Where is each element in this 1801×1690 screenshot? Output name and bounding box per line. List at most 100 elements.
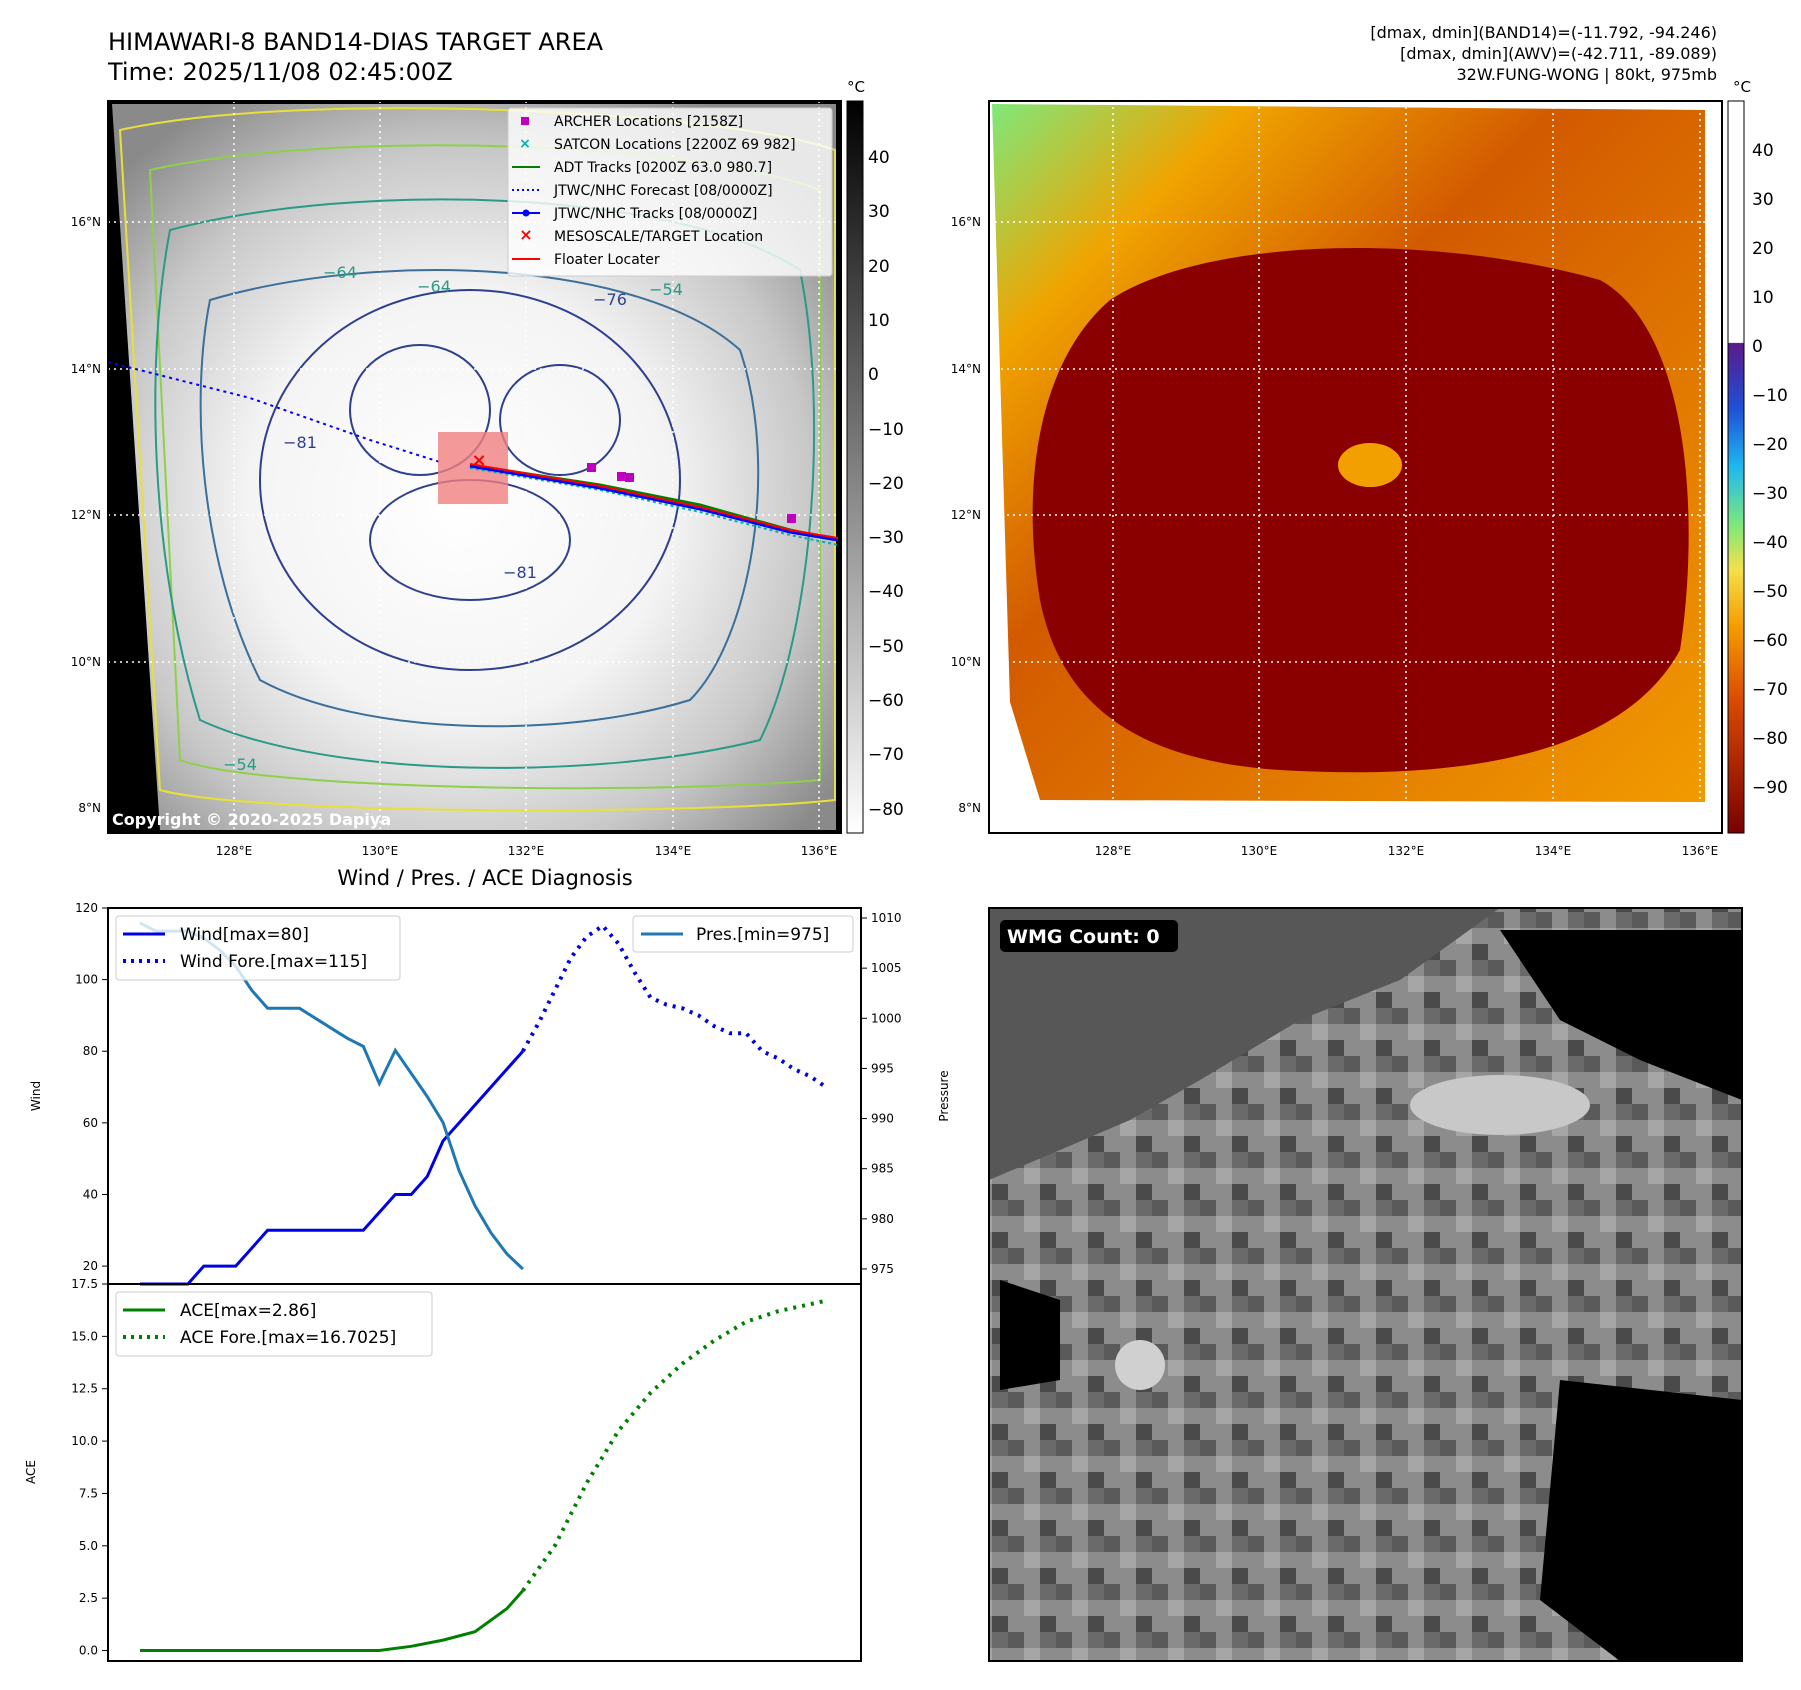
wmg-badge: WMG Count: 0 <box>1007 926 1160 948</box>
wind-legend-label: Wind[max=80] <box>180 925 309 945</box>
jtwc-track <box>469 464 839 542</box>
ir-legend: ARCHER Locations [2158Z] × SATCON Locati… <box>507 107 833 277</box>
pressure-tick-label: 1000 <box>871 1011 902 1025</box>
stats-band14: [dmax, dmin](BAND14)=(-11.792, -94.246) <box>1370 23 1717 42</box>
ir-colorbar-ticks: 40 30 20 10 0 −10 −20 −30 −40 −50 −60 −7… <box>868 148 904 820</box>
archer-marker <box>587 463 596 472</box>
contour-label: −81 <box>283 433 317 452</box>
wind-tick-label: 60 <box>83 1116 98 1130</box>
contour-label: −54 <box>649 280 683 299</box>
archer-marker <box>625 473 634 482</box>
legend-satcon-swatch: × <box>519 136 531 152</box>
legend-archer-label: ARCHER Locations [2158Z] <box>554 114 743 130</box>
ir-frame <box>107 100 842 834</box>
awv-colorbar-ticks: 40 30 20 10 0 −10 −20 −30 −40 −50 −60 −7… <box>1752 141 1788 798</box>
lon-label: 134°E <box>655 844 692 858</box>
wind-tick-label: 80 <box>83 1044 98 1058</box>
lon-label: 132°E <box>1388 844 1425 858</box>
lat-label: 16°N <box>951 215 981 229</box>
wind-tick-label: 120 <box>75 901 98 915</box>
lon-label: 128°E <box>1095 844 1132 858</box>
wind-forecast-legend-label: Wind Fore.[max=115] <box>180 952 367 972</box>
wmg-warm-spot <box>1410 1075 1590 1135</box>
awv-gridlines <box>989 101 1722 833</box>
colorbar-tick: 30 <box>1752 190 1774 210</box>
colorbar-tick: −60 <box>868 691 904 711</box>
colorbar-tick: −80 <box>1752 729 1788 749</box>
colorbar-tick: −30 <box>868 528 904 548</box>
legend-floater-label: Floater Locater <box>554 252 660 268</box>
ace-tick-label: 12.5 <box>71 1382 98 1396</box>
diagnosis-panel: Wind / Pres. / ACE Diagnosis Wind Pressu… <box>24 866 951 1662</box>
wind-chart: Wind Pressure 120 100 80 60 40 20 1010 1005 100… <box>29 901 951 1286</box>
awv-cold-region <box>1032 247 1689 773</box>
ir-lon-labels: 128°E 130°E 132°E 134°E 136°E <box>216 844 838 858</box>
wind-legend-box <box>115 915 401 981</box>
pressure-ylabel: Pressure <box>937 1070 951 1121</box>
lat-label: 12°N <box>951 508 981 522</box>
ir-lat-labels: 16°N 14°N 12°N 10°N 8°N <box>71 215 101 815</box>
colorbar-tick: −10 <box>1752 386 1788 406</box>
colorbar-tick: −40 <box>1752 533 1788 553</box>
pressure-tick-label: 995 <box>871 1061 894 1075</box>
ace-y-ticks: 17.5 15.0 12.5 10.0 7.5 5.0 2.5 0.0 <box>71 1277 108 1658</box>
wind-tick-label: 100 <box>75 973 98 987</box>
colorbar-tick: −70 <box>868 745 904 765</box>
wmg-badge-bg <box>1000 920 1178 952</box>
legend-target-label: MESOSCALE/TARGET Location <box>554 229 763 245</box>
colorbar-tick: −80 <box>868 800 904 820</box>
series-wind-fore-max <box>521 923 828 1089</box>
lat-label: 16°N <box>71 215 101 229</box>
ace-tick-label: 2.5 <box>79 1591 98 1605</box>
satcon-track <box>469 467 839 546</box>
series-ace-forecast <box>521 1298 827 1592</box>
colorbar-tick: 30 <box>868 202 890 222</box>
awv-eye-feature <box>1338 443 1402 487</box>
pressure-y-ticks: 1010 1005 1000 995 990 985 980 975 <box>861 911 902 1276</box>
lon-label: 136°E <box>1682 844 1719 858</box>
diagnosis-title: Wind / Pres. / ACE Diagnosis <box>337 866 632 890</box>
lat-label: 12°N <box>71 508 101 522</box>
target-marker: × <box>471 450 486 471</box>
ir-colorbar <box>846 100 864 834</box>
colorbar-tick: 0 <box>868 365 879 385</box>
ace-tick-label: 15.0 <box>71 1329 98 1343</box>
wmg-cold-region <box>1500 930 1742 1100</box>
archer-marker <box>617 472 626 481</box>
legend-box <box>507 107 833 277</box>
ace-series-group <box>140 1298 827 1652</box>
pressure-tick-label: 980 <box>871 1212 894 1226</box>
pres-legend-box <box>632 915 854 953</box>
series-wind-max <box>140 1050 525 1286</box>
ace-ylabel: ACE <box>24 1460 38 1484</box>
colorbar-tick: 20 <box>1752 239 1774 259</box>
pressure-tick-label: 1010 <box>871 911 902 925</box>
awv-colorbar-unit: °C <box>1733 78 1751 96</box>
lat-label: 8°N <box>78 801 101 815</box>
ace-legend: ACE[max=2.86] ACE Fore.[max=16.7025] <box>115 1291 433 1357</box>
figure-title: HIMAWARI-8 BAND14-DIAS TARGET AREA <box>108 28 604 56</box>
figure-time: Time: 2025/11/08 02:45:00Z <box>107 58 453 86</box>
copyright-text: Copyright © 2020-2025 Dapiya <box>112 810 391 829</box>
colorbar-tick: 10 <box>1752 288 1774 308</box>
pressure-tick-label: 1005 <box>871 961 902 975</box>
pressure-tick-label: 975 <box>871 1262 894 1276</box>
contour-label: −76 <box>593 290 627 309</box>
colorbar-tick: 20 <box>868 257 890 277</box>
wmg-cold-region <box>1540 1380 1742 1661</box>
legend-forecast-label: JTWC/NHC Forecast [08/0000Z] <box>553 183 773 199</box>
ace-legend-box <box>115 1291 433 1357</box>
stats-awv: [dmax, dmin](AWV)=(-42.711, -89.089) <box>1400 44 1717 63</box>
lat-label: 14°N <box>71 362 101 376</box>
colorbar-tick: −20 <box>1752 435 1788 455</box>
lon-label: 130°E <box>1241 844 1278 858</box>
colorbar-tick: −40 <box>868 582 904 602</box>
colorbar-tick: −60 <box>1752 631 1788 651</box>
colorbar-tick: 0 <box>1752 337 1763 357</box>
colorbar-tick: −20 <box>868 474 904 494</box>
ace-forecast-legend-label: ACE Fore.[max=16.7025] <box>180 1328 396 1348</box>
contour-label: −54 <box>223 755 257 774</box>
lon-label: 136°E <box>801 844 838 858</box>
wind-legend: Wind[max=80] Wind Fore.[max=115] Pres.[m… <box>115 915 854 981</box>
lon-label: 134°E <box>1535 844 1572 858</box>
